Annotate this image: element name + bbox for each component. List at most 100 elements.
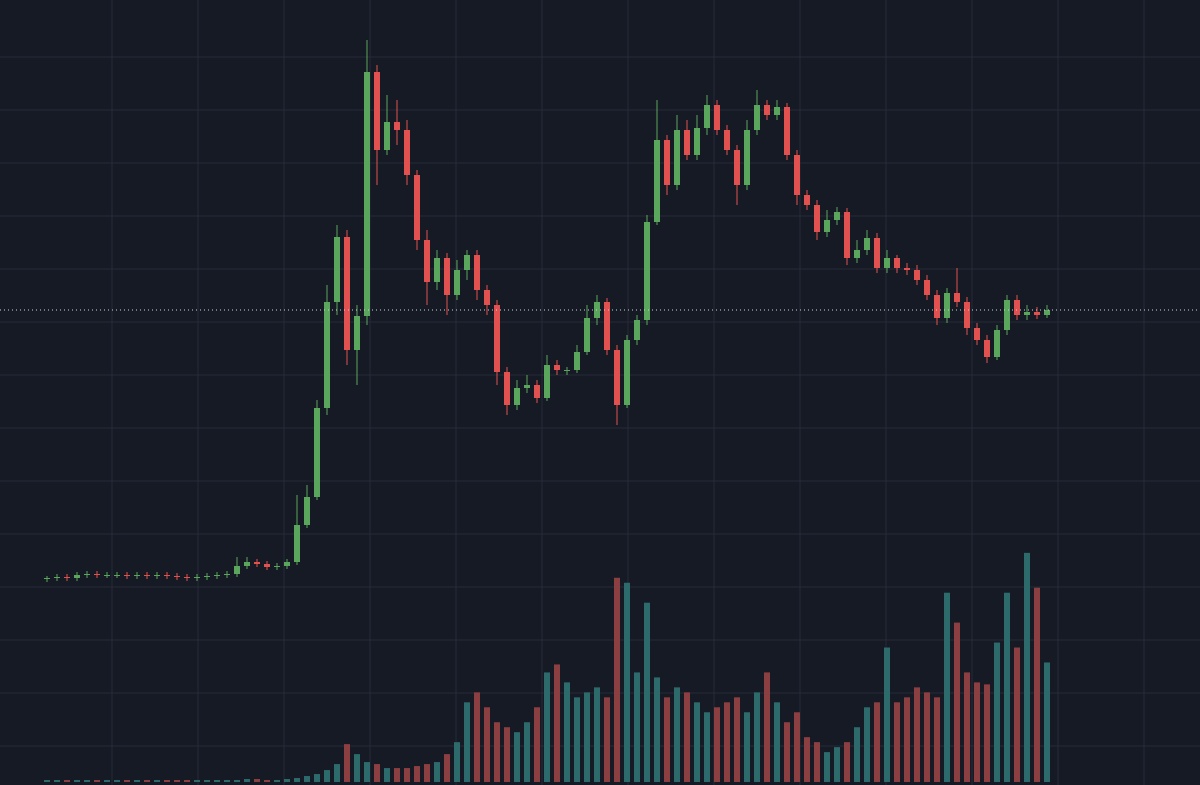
volume-bar xyxy=(504,727,510,782)
volume-bar xyxy=(754,692,760,782)
volume-bar xyxy=(974,682,980,782)
volume-bar xyxy=(964,672,970,782)
volume-bar xyxy=(224,780,230,782)
candle-body xyxy=(564,370,570,371)
candle-body xyxy=(234,566,240,574)
candle-body xyxy=(794,155,800,195)
candle-body xyxy=(444,258,450,295)
volume-bar xyxy=(444,754,450,782)
volume-bar xyxy=(554,664,560,782)
volume-bar xyxy=(744,712,750,782)
volume-bar xyxy=(304,776,310,782)
volume-bar xyxy=(904,697,910,782)
volume-bar xyxy=(994,642,1000,782)
volume-bar xyxy=(764,672,770,782)
volume-bar xyxy=(194,780,200,782)
candle-body xyxy=(204,576,210,577)
candle-body xyxy=(124,575,130,576)
volume-bar xyxy=(864,707,870,782)
candle-body xyxy=(834,212,840,220)
candle-body xyxy=(164,575,170,576)
volume-bar xyxy=(254,779,260,782)
volume-bar xyxy=(244,779,250,782)
volume-bar xyxy=(74,780,80,782)
candle-body xyxy=(524,385,530,388)
volume-bar xyxy=(144,780,150,782)
candle-body xyxy=(584,318,590,352)
candle-body xyxy=(514,388,520,405)
candle-body xyxy=(494,305,500,372)
volume-bar xyxy=(64,780,70,782)
volume-bar xyxy=(264,780,270,782)
volume-bar xyxy=(274,780,280,782)
volume-bar xyxy=(214,780,220,782)
volume-bar xyxy=(584,692,590,782)
volume-bar xyxy=(644,602,650,782)
candle-body xyxy=(334,237,340,302)
candle-body xyxy=(904,268,910,270)
candle-body xyxy=(374,72,380,150)
volume-bar xyxy=(164,780,170,782)
candle-body xyxy=(504,372,510,405)
volume-bar xyxy=(44,780,50,782)
candle-body xyxy=(464,255,470,270)
candle-body xyxy=(54,577,60,578)
candle-body xyxy=(944,293,950,318)
volume-bar xyxy=(624,582,630,782)
candle-body xyxy=(294,525,300,562)
candle-body xyxy=(474,255,480,290)
volume-bar xyxy=(104,780,110,782)
candle-body xyxy=(194,577,200,578)
candle-body xyxy=(734,150,740,185)
volume-bar xyxy=(774,702,780,782)
candle-body xyxy=(184,577,190,578)
volume-bar xyxy=(434,762,440,782)
candle-body xyxy=(774,107,780,115)
candle-body xyxy=(764,105,770,115)
candle-body xyxy=(384,122,390,150)
candle-body xyxy=(634,320,640,340)
candle-body xyxy=(894,258,900,268)
candle-body xyxy=(284,562,290,566)
volume-bar xyxy=(174,780,180,782)
candle-body xyxy=(174,576,180,577)
volume-bar xyxy=(854,727,860,782)
candle-body xyxy=(664,140,670,185)
candle-body xyxy=(714,105,720,130)
candle-body xyxy=(654,140,660,222)
volume-bar xyxy=(414,766,420,782)
volume-bar xyxy=(734,697,740,782)
candle-body xyxy=(314,408,320,497)
volume-bar xyxy=(834,747,840,782)
volume-bar xyxy=(364,762,370,782)
volume-bar xyxy=(804,737,810,782)
candle-body xyxy=(264,564,270,567)
volume-bar xyxy=(464,702,470,782)
candle-body xyxy=(324,302,330,408)
volume-bar xyxy=(684,692,690,782)
volume-bar xyxy=(544,672,550,782)
candle-body xyxy=(104,575,110,576)
volume-bar xyxy=(284,779,290,782)
candle-body xyxy=(984,340,990,357)
candle-body xyxy=(574,352,580,370)
candle-body xyxy=(224,574,230,575)
volume-bar xyxy=(344,744,350,782)
candle-body xyxy=(534,385,540,398)
volume-bar xyxy=(674,687,680,782)
candle-body xyxy=(74,575,80,578)
volume-bar xyxy=(494,722,500,782)
volume-bar xyxy=(604,697,610,782)
volume-bar xyxy=(54,780,60,782)
candle-body xyxy=(974,328,980,340)
volume-bar xyxy=(84,780,90,782)
volume-bar xyxy=(334,764,340,782)
candle-body xyxy=(964,302,970,328)
volume-bar xyxy=(844,742,850,782)
candle-body xyxy=(644,222,650,320)
volume-bar xyxy=(574,697,580,782)
candle-body xyxy=(114,575,120,576)
volume-bar xyxy=(124,780,130,782)
volume-bar xyxy=(374,764,380,782)
